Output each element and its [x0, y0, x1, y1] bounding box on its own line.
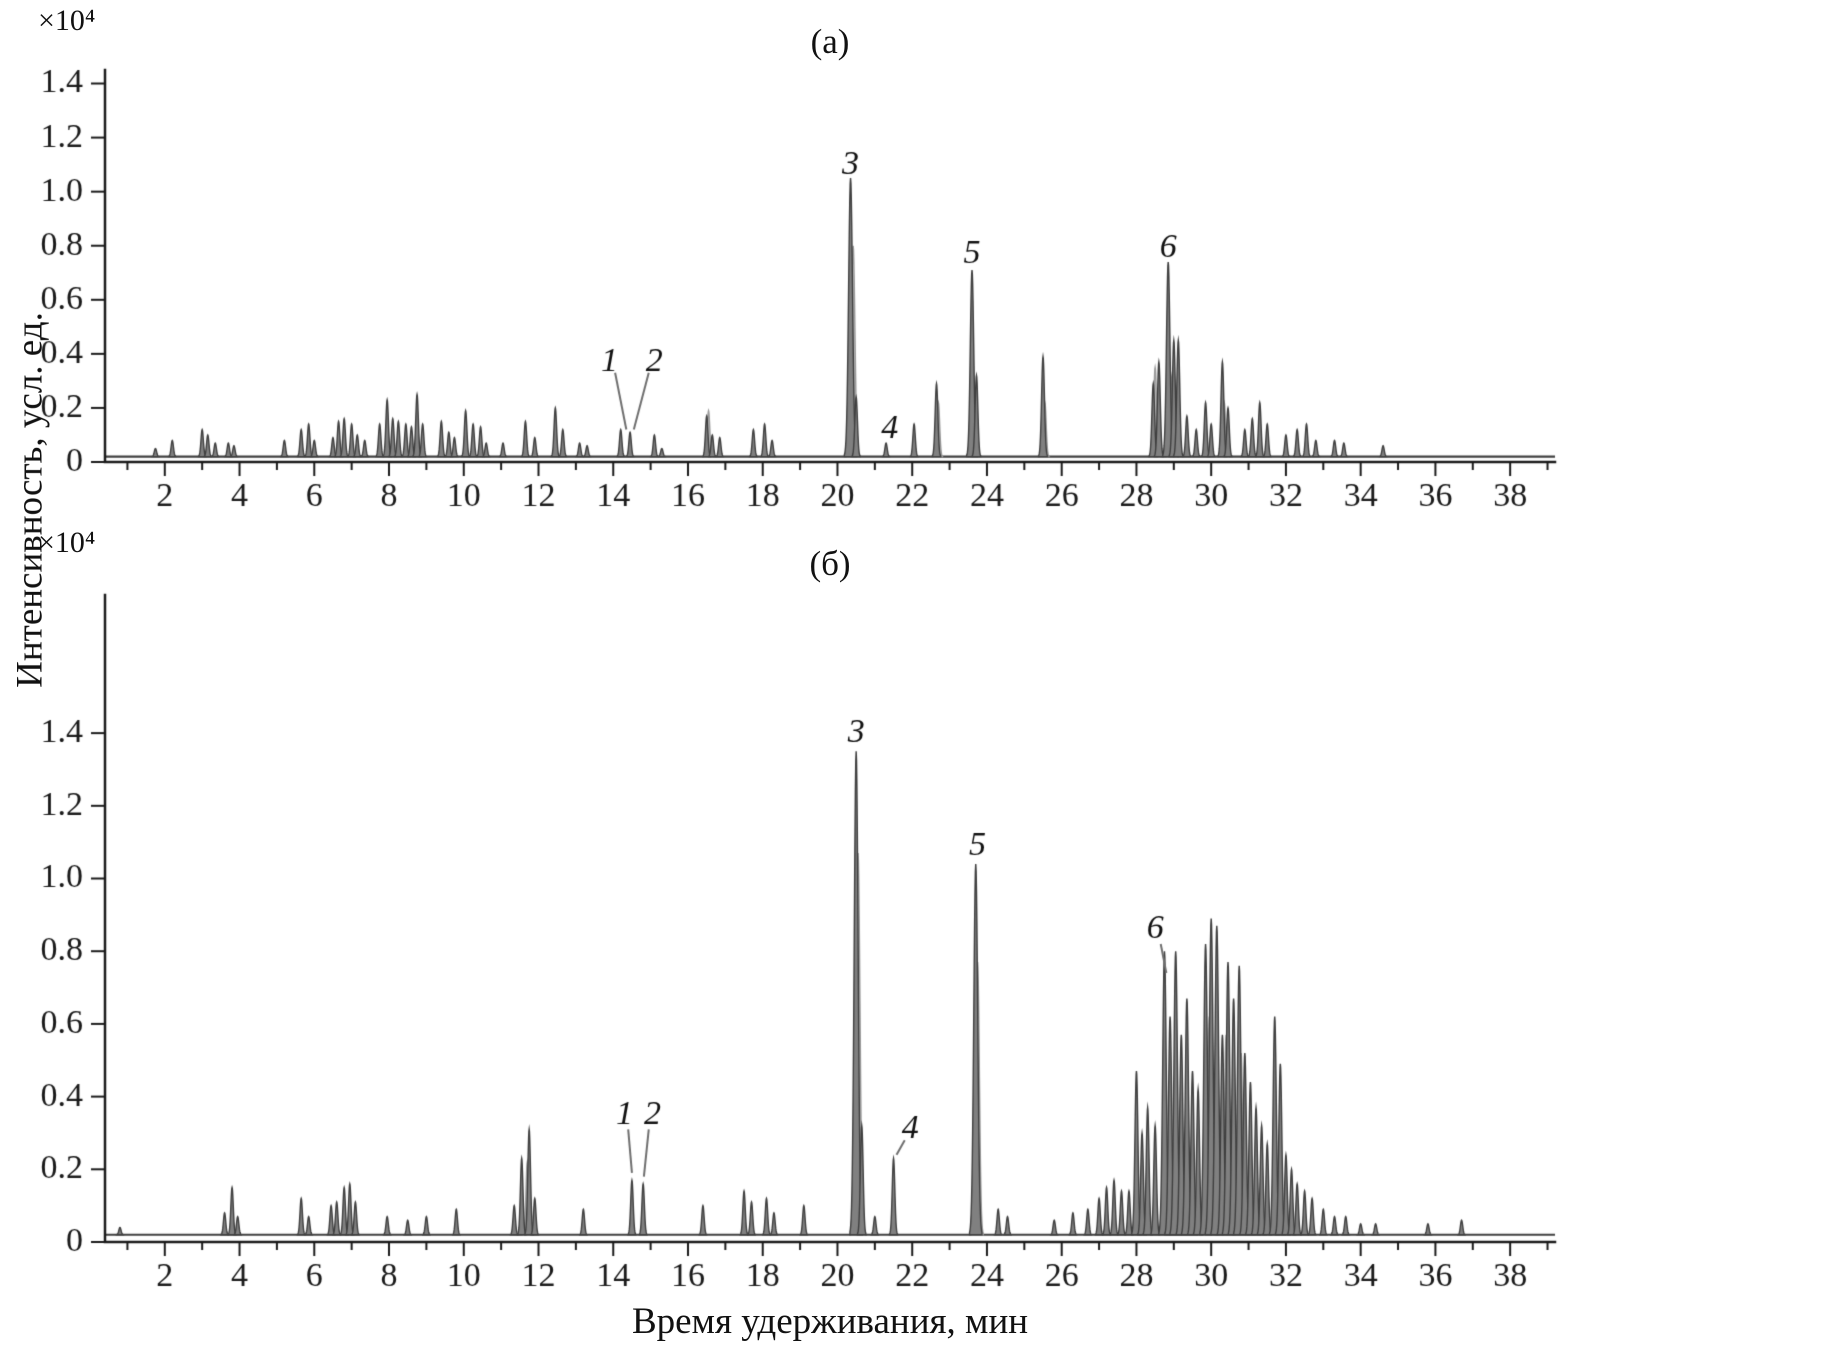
x-axis-label: Время удерживания, мин: [631, 1301, 1029, 1342]
panel-b-plot: [0, 520, 1831, 1300]
panel-a-title: (а): [810, 22, 850, 61]
panel-b-title: (б): [809, 544, 851, 583]
y-axis-label: Интенсивность, усл. ед.: [9, 312, 51, 688]
panel-b-scale-label: ×10⁴: [38, 526, 96, 559]
panel-a-scale-label: ×10⁴: [38, 4, 96, 37]
panel-a-plot: [0, 0, 1831, 520]
